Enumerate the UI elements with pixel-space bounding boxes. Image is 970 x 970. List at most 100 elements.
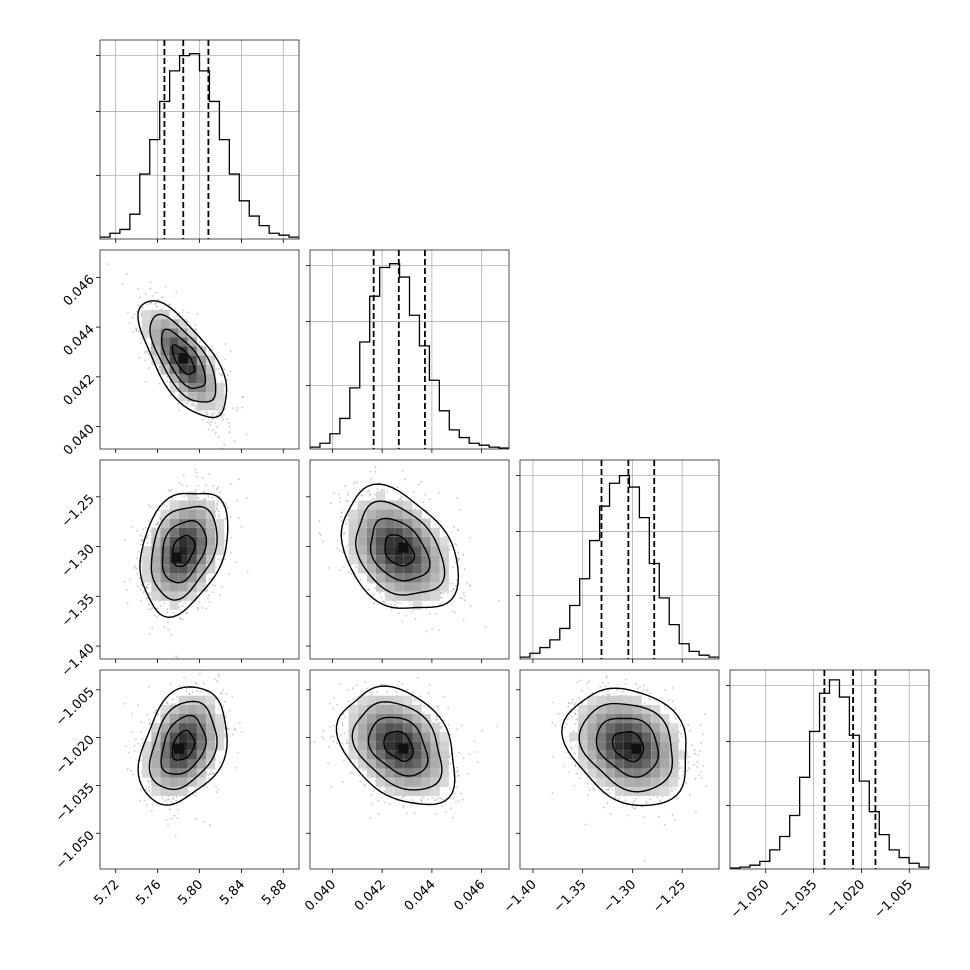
- density-cell: [348, 750, 358, 760]
- density-cell: [187, 591, 197, 601]
- density-cell: [160, 582, 170, 592]
- density-cell: [669, 768, 679, 778]
- density-cell: [187, 695, 197, 705]
- density-cell: [196, 582, 206, 592]
- density-cell: [151, 527, 161, 537]
- density-cell: [439, 750, 449, 760]
- density-cell: [142, 573, 152, 583]
- density-cell: [376, 582, 386, 592]
- density-cell: [596, 714, 606, 724]
- density-cell: [403, 777, 413, 787]
- density-cell: [160, 723, 170, 733]
- density-cell: [169, 337, 179, 347]
- density-cell: [660, 723, 670, 733]
- y-tick-label: −1.005: [53, 685, 98, 730]
- density-cell: [439, 732, 449, 742]
- density-cell: [187, 537, 197, 547]
- density-cell: [614, 732, 624, 742]
- density-cell: [178, 564, 188, 574]
- density-cell: [439, 777, 449, 787]
- density-cell: [215, 518, 225, 528]
- density-cell: [142, 310, 152, 320]
- density-cell: [385, 537, 395, 547]
- density-cell: [412, 527, 422, 537]
- density-cell: [178, 695, 188, 705]
- density-cell: [151, 355, 161, 365]
- contour-2: [578, 702, 673, 793]
- density-cell: [385, 591, 395, 601]
- density-cell: [206, 373, 216, 383]
- density-cell: [187, 768, 197, 778]
- contour-0: [384, 534, 416, 567]
- density-cell: [178, 546, 188, 556]
- density-cell: [187, 373, 197, 383]
- density-cell: [187, 573, 197, 583]
- density-cell: [187, 777, 197, 787]
- density-cell: [169, 509, 179, 519]
- density-cell: [151, 768, 161, 778]
- density-cell: [348, 555, 358, 565]
- density-cell: [385, 741, 395, 751]
- density-cell: [151, 328, 161, 338]
- density-cell: [587, 732, 597, 742]
- contour-0: [171, 343, 196, 376]
- density-cell: [187, 346, 197, 356]
- density-cell: [169, 373, 179, 383]
- density-cell: [403, 695, 413, 705]
- density-cell: [348, 732, 358, 742]
- density-cell: [421, 582, 431, 592]
- density-cell: [348, 723, 358, 733]
- density-cell: [160, 759, 170, 769]
- density-cell: [578, 732, 588, 742]
- density-cell: [178, 750, 188, 760]
- density-cell: [385, 573, 395, 583]
- density-cell: [669, 759, 679, 769]
- density-cell: [430, 777, 440, 787]
- contour-3: [139, 492, 229, 619]
- density-cell: [187, 509, 197, 519]
- density-cell: [187, 741, 197, 751]
- density-cell: [412, 600, 422, 610]
- density-cell: [348, 714, 358, 724]
- density-cell: [660, 732, 670, 742]
- density-cell: [632, 704, 642, 714]
- density-cell: [651, 750, 661, 760]
- density-cell: [669, 750, 679, 760]
- density-cell: [376, 527, 386, 537]
- density-cell: [169, 527, 179, 537]
- density-cell: [206, 555, 216, 565]
- density-cell: [376, 741, 386, 751]
- density-cell: [614, 723, 624, 733]
- density-cell: [596, 723, 606, 733]
- density-cell: [578, 741, 588, 751]
- density-cell: [366, 573, 376, 583]
- density-cell: [187, 527, 197, 537]
- density-cell: [660, 768, 670, 778]
- contour-3: [561, 687, 687, 807]
- density-cell: [651, 768, 661, 778]
- contour-2: [148, 700, 218, 791]
- density-cell: [578, 704, 588, 714]
- density-cell: [642, 777, 652, 787]
- density-cell: [412, 732, 422, 742]
- density-cell: [366, 704, 376, 714]
- density-cell: [178, 777, 188, 787]
- density-cell: [385, 768, 395, 778]
- density-cell: [196, 546, 206, 556]
- density-cell: [357, 750, 367, 760]
- density-cell: [178, 346, 188, 356]
- density-cell: [142, 319, 152, 329]
- density-cell: [366, 509, 376, 519]
- density-cell: [206, 695, 216, 705]
- density-cell: [421, 527, 431, 537]
- density-cell: [614, 695, 624, 705]
- density-cell: [366, 723, 376, 733]
- contour-2: [351, 701, 443, 791]
- density-cell: [196, 373, 206, 383]
- density-cell: [403, 555, 413, 565]
- density-cell: [578, 714, 588, 724]
- density-cell: [187, 723, 197, 733]
- density-cell: [403, 723, 413, 733]
- density-cell: [196, 355, 206, 365]
- density-cell: [412, 591, 422, 601]
